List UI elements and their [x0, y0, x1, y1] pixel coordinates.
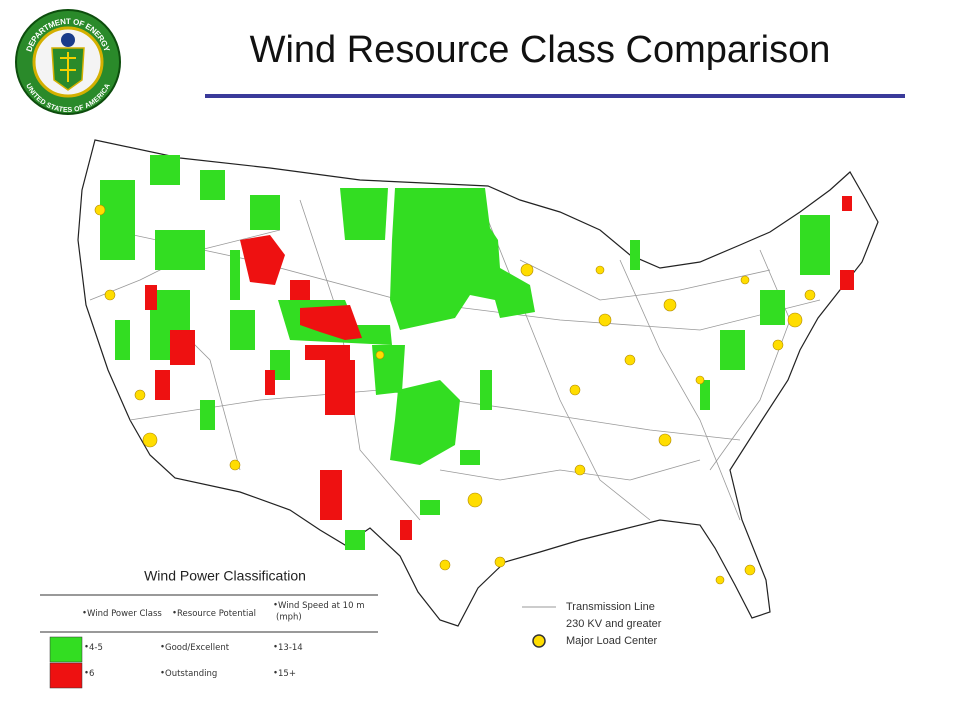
table-cell: 4-5 — [89, 643, 103, 653]
column-header: •Resource Potential — [172, 609, 256, 619]
column-header: Wind Speed at 10 m — [278, 601, 364, 611]
class-swatch — [49, 662, 83, 689]
class-6-areas — [145, 196, 854, 540]
load-centers — [94, 204, 816, 585]
column-header: (mph) — [276, 613, 302, 623]
legend-title: Wind Power Classification — [144, 568, 306, 584]
column-header: Resource Potential — [177, 609, 256, 619]
table-cell: •13-14 — [273, 643, 303, 653]
class-swatch — [49, 636, 83, 663]
classification-legend: Wind Power Classification •Wind Power Cl… — [40, 568, 378, 689]
slide-title: Wind Resource Class Comparison — [250, 29, 831, 71]
table-cell: •Outstanding — [160, 669, 217, 679]
column-header: •Wind Power Class — [82, 609, 162, 619]
legend-label: Transmission Line — [566, 601, 655, 613]
table-cell: 13-14 — [278, 643, 303, 653]
table-cell: •Good/Excellent — [160, 643, 230, 653]
legend-label: 230 KV and greater — [566, 618, 662, 630]
title-rule — [205, 94, 905, 98]
us-map — [77, 139, 879, 627]
column-header: Wind Power Class — [87, 609, 162, 619]
map-legend: Transmission Line 230 KV and greater Maj… — [522, 601, 662, 648]
table-cell: Outstanding — [165, 669, 217, 679]
table-cell: •6 — [84, 669, 94, 679]
table-cell: •4-5 — [84, 643, 103, 653]
table-cell: Good/Excellent — [165, 643, 230, 653]
load-center-swatch — [532, 634, 546, 648]
table-cell: •15+ — [273, 669, 296, 679]
class-4-5-areas — [100, 155, 830, 550]
table-cell: 6 — [89, 669, 94, 679]
legend-label: Major Load Center — [566, 635, 657, 647]
doe-seal: DEPARTMENT OF ENERGY UNITED STATES OF AM… — [15, 9, 121, 115]
table-cell: 15+ — [278, 669, 296, 679]
column-header: •Wind Speed at 10 m — [273, 601, 364, 611]
